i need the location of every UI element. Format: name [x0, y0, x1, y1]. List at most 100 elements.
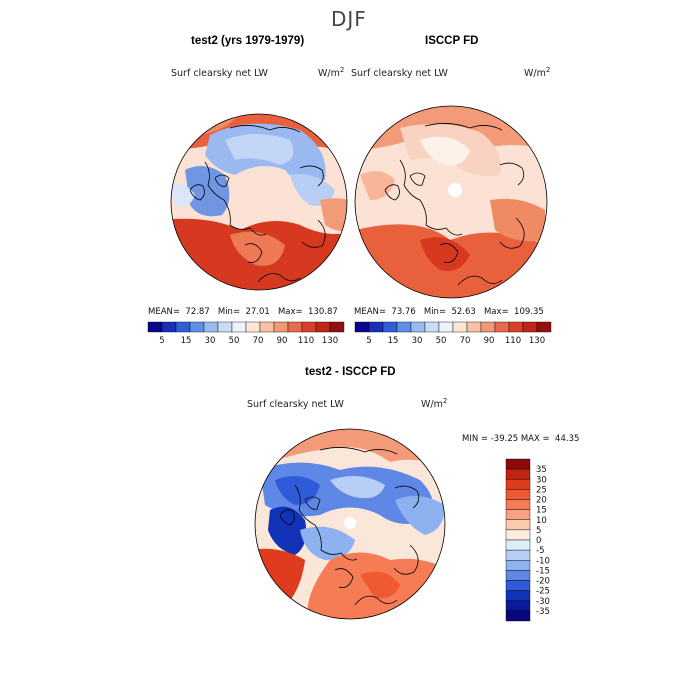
colorbar-swatch: [354, 321, 370, 333]
colorbar-tick-label: -20: [536, 577, 550, 587]
colorbar-swatch: [203, 321, 219, 333]
panel3-variable: Surf clearsky net LW: [247, 399, 344, 410]
colorbar-tick-label: 110: [505, 336, 521, 346]
colorbar-swatch: [536, 321, 552, 333]
colorbar-tick-label: 15: [181, 336, 192, 346]
colorbar-swatch: [161, 321, 177, 333]
map3-border: [254, 428, 446, 620]
colorbar-swatch: [505, 570, 531, 581]
colorbar-swatch: [505, 529, 531, 541]
colorbar-swatch: [505, 499, 531, 510]
colorbar-tick-label: 5: [159, 336, 164, 346]
map-panel-test2: [171, 114, 347, 290]
colorbar-swatch: [368, 321, 384, 333]
colorbar-tick-label: 0: [536, 536, 541, 546]
map3-coastlines: [279, 447, 420, 606]
colorbar-swatch: [522, 321, 538, 333]
colorbar-tick-label: -10: [536, 556, 550, 566]
colorbar-tick-label: 5: [366, 336, 371, 346]
colorbar-swatch: [396, 321, 412, 333]
colorbar-tick-label: 30: [536, 475, 547, 485]
colorbar-swatch: [505, 468, 531, 480]
colorbar-swatch: [287, 321, 303, 333]
figure-title: DJF: [331, 7, 367, 31]
colorbar-swatch: [189, 321, 205, 333]
colorbar-tick-label: 10: [536, 516, 547, 526]
colorbar-swatch: [147, 321, 163, 333]
colorbar-swatch: [259, 321, 275, 333]
colorbar-swatch: [505, 610, 531, 622]
panel2-variable: Surf clearsky net LW: [351, 68, 448, 79]
map1-coastlines: [189, 125, 326, 283]
panel1-title: test2 (yrs 1979-1979): [191, 35, 305, 47]
panel1-variable: Surf clearsky net LW: [171, 68, 268, 79]
colorbar-tick-label: 90: [277, 336, 288, 346]
panel2-stats: MEAN= 73.76 Min= 52.63 Max= 109.35: [354, 307, 544, 317]
colorbar-tick-label: 25: [536, 485, 547, 495]
colorbar-swatch: [505, 458, 531, 470]
colorbar-tick-label: 30: [412, 336, 423, 346]
colorbar-swatch: [505, 580, 531, 591]
colorbar-swatch: [410, 321, 426, 333]
colorbar-tick-label: 70: [460, 336, 471, 346]
colorbar-panel2: 5 15 30 50 70 90 110 130: [354, 321, 552, 346]
colorbar-tick-label: -15: [536, 566, 550, 576]
colorbar-panel1: 5 15 30 50 70 90 110 130: [147, 321, 345, 346]
colorbar-tick-label: -30: [536, 597, 550, 607]
colorbar-tick-label: 35: [536, 465, 547, 475]
panel2-units: W/m2: [524, 66, 551, 80]
colorbar-swatch: [494, 321, 510, 333]
colorbar-swatch: [382, 321, 398, 333]
map2-pole-hole: [448, 183, 462, 197]
colorbar-tick-label: 130: [529, 336, 545, 346]
colorbar-tick-label: 30: [205, 336, 216, 346]
colorbar-swatch: [329, 321, 345, 333]
colorbar-swatch: [505, 489, 531, 500]
panel2-title: ISCCP FD: [425, 35, 479, 47]
map2-border: [354, 105, 548, 299]
colorbar-tick-label: 110: [298, 336, 314, 346]
colorbar-swatch: [466, 321, 482, 333]
panel3-title: test2 - ISCCP FD: [305, 366, 396, 378]
colorbar-swatch: [505, 539, 531, 551]
colorbar-swatch: [505, 509, 531, 520]
colorbar-tick-label: 90: [484, 336, 495, 346]
map3-pole-hole: [344, 517, 356, 529]
colorbar-swatch: [452, 321, 468, 333]
colorbar-tick-label: 20: [536, 496, 547, 506]
colorbar-swatch: [505, 560, 531, 571]
colorbar-swatch: [505, 479, 531, 490]
colorbar-swatch: [508, 321, 524, 333]
colorbar-swatch: [505, 600, 531, 612]
colorbar-swatch: [315, 321, 331, 333]
colorbar-tick-label: 130: [322, 336, 338, 346]
colorbar-tick-label: 50: [229, 336, 240, 346]
colorbar-swatch: [175, 321, 191, 333]
colorbar-tick-label: -25: [536, 587, 550, 597]
map1-border: [170, 113, 348, 291]
colorbar-swatch: [438, 321, 454, 333]
colorbar-swatch: [424, 321, 440, 333]
colorbar-tick-label: 15: [388, 336, 399, 346]
colorbar-tick-label: 5: [536, 526, 541, 536]
map-panel-isccp: [355, 106, 547, 298]
colorbar-swatch: [301, 321, 317, 333]
panel3-units: W/m2: [421, 397, 448, 411]
colorbar-swatch: [217, 321, 233, 333]
colorbar-swatch: [505, 549, 531, 561]
colorbar-tick-label: 15: [536, 506, 547, 516]
colorbar-swatch: [505, 590, 531, 601]
panel1-units: W/m2: [318, 66, 345, 80]
colorbar-swatch: [505, 519, 531, 531]
colorbar-tick-label: -35: [536, 607, 550, 617]
panel3-stats: MIN = -39.25 MAX = 44.35: [462, 434, 580, 444]
colorbar-tick-label: 50: [436, 336, 447, 346]
colorbar-swatch: [273, 321, 289, 333]
panel1-stats: MEAN= 72.87 Min= 27.01 Max= 130.87: [148, 307, 338, 317]
map2-coastlines: [384, 123, 525, 286]
colorbar-tick-label: 70: [253, 336, 264, 346]
colorbar-tick-label: -5: [536, 546, 544, 556]
